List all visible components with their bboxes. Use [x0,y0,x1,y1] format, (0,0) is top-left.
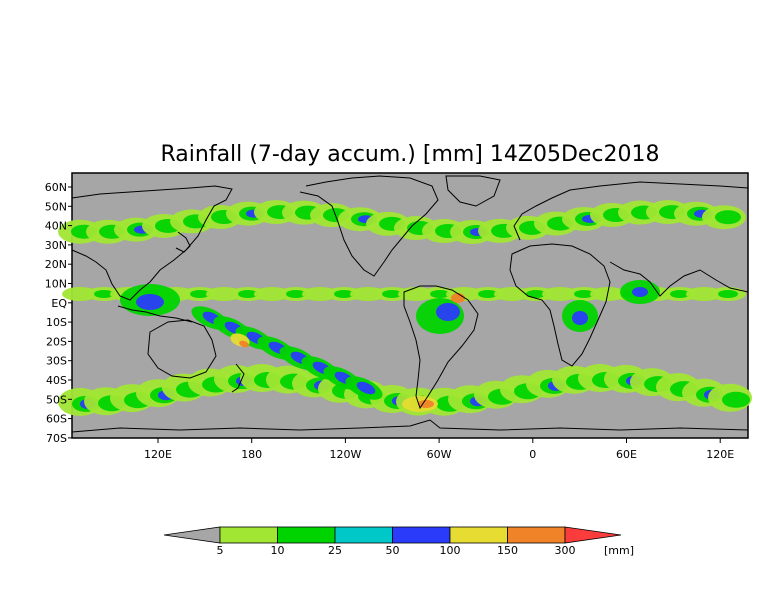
coastline-australia [147,319,217,379]
colorbar-tick-label: 5 [217,544,224,557]
rain-band [718,290,738,298]
rain-band [526,290,546,298]
colorbar-bin [392,526,451,544]
latitude-ticks [68,186,72,439]
colorbar-bin [507,526,566,544]
coastline-south-asia [609,261,749,297]
coastline-new-zealand [231,363,245,393]
coastline-indonesia [117,305,193,323]
lon-label: 120W [329,448,361,461]
lon-label: 120E [144,448,172,461]
colorbar-bin-below [163,526,221,544]
colorbar-tick-label: 25 [328,544,342,557]
rain-band [94,290,114,298]
rain-band [632,287,648,297]
lon-label: 60E [616,448,637,461]
rain-band [190,290,210,298]
coastlines [71,175,749,433]
lat-label: 40N [45,220,67,233]
lat-label: 50N [45,200,67,213]
coastline-antarctica [71,419,749,433]
coastline-eurasia-right [513,181,749,241]
lat-label: 20S [46,335,67,348]
lat-label: 60N [45,181,67,194]
rain-band [382,290,402,298]
coastline-africa [509,243,611,367]
colorbar-bin [334,526,393,544]
lon-label: 60W [427,448,452,461]
lon-label: 180 [241,448,262,461]
rain-band [574,290,594,298]
rain-band [239,340,249,348]
colorbar-bins [163,526,622,544]
lat-label: 20N [45,258,67,271]
colorbar-tick-label: 300 [555,544,576,557]
colorbar-tick-labels: 5 10 25 50 100 150 300 [217,544,576,557]
rain-band [451,293,465,303]
longitude-labels: 120E 180 120W 60W 0 60E 120E [144,448,734,461]
map-panel: 60N 50N 40N 30N 20N 10N EQ 10S 20S 30S 40S 50S 60S 70… [45,172,752,461]
colorbar-tick-label: 100 [440,544,461,557]
lat-label: 60S [46,413,67,426]
rain-band [478,290,498,298]
coastline-south-america [403,285,479,410]
colorbar-bin [449,526,508,544]
colorbar: 5 10 25 50 100 150 300 [mm] [163,526,634,557]
rain-band [572,311,588,325]
lon-label: 0 [529,448,536,461]
latitude-labels: 60N 50N 40N 30N 20N 10N EQ 10S 20S 30S 40S 50S 60S 70… [45,181,68,445]
lat-label: 10S [46,316,67,329]
rain-band [715,210,741,225]
rain-band [334,290,354,298]
rain-band [418,400,434,408]
longitude-ticks [157,438,721,443]
colorbar-tick-label: 150 [497,544,518,557]
rain-band [722,391,750,408]
lat-label: 40S [46,374,67,387]
rain-band [286,290,306,298]
coastline-japan [175,231,191,253]
lat-label: 70S [46,432,67,445]
lat-label: EQ [51,297,67,310]
lat-label: 30N [45,239,67,252]
lat-label: 50S [46,393,67,406]
coastline-north-america [299,175,439,277]
rain-band [670,290,690,298]
colorbar-tick-label: 50 [386,544,400,557]
rain-band [238,290,258,298]
lat-label: 10N [45,278,67,291]
lat-label: 30S [46,355,67,368]
lon-label: 120E [706,448,734,461]
colorbar-unit: [mm] [604,544,634,557]
colorbar-bin-above [564,526,622,544]
rainfall-pattern [58,200,752,416]
coastline-greenland [445,175,501,207]
rain-band [356,381,376,395]
colorbar-bin [277,526,336,544]
rain-band [136,294,164,310]
colorbar-tick-label: 10 [271,544,285,557]
rain-band [430,290,450,298]
map-title: Rainfall (7-day accum.) [mm] 14Z05Dec201… [160,142,659,167]
colorbar-bin [219,526,278,544]
rain-band [436,303,460,321]
